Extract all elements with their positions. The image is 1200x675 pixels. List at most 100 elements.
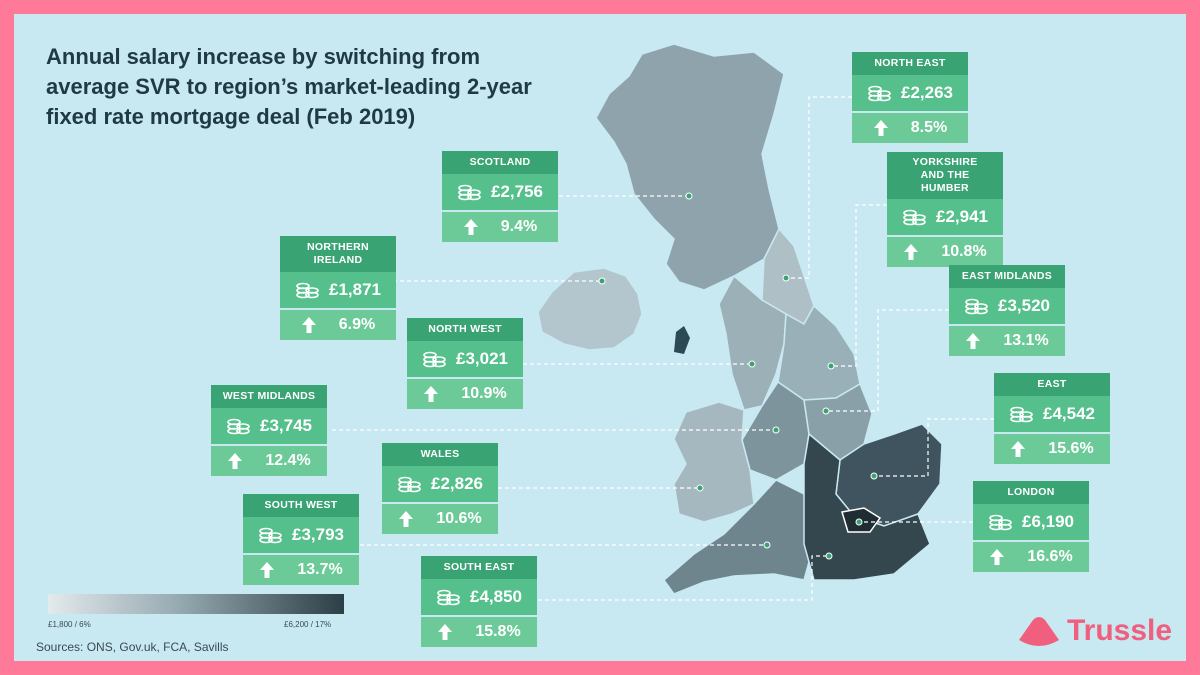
coins-icon xyxy=(296,282,319,299)
percent-value: 15.6% xyxy=(1048,440,1094,457)
region-card-east: EAST £4,542 15.6% xyxy=(994,373,1110,464)
coins-icon xyxy=(437,589,460,606)
region-dots xyxy=(598,192,878,560)
region-card-yorkshire: YORKSHIRE AND THE HUMBER £2,941 10.8% xyxy=(887,152,1003,267)
amount-value: £2,826 xyxy=(431,474,483,493)
coins-icon xyxy=(259,527,282,544)
percent-row: 12.4% xyxy=(211,446,327,476)
amount-row: £2,756 xyxy=(442,174,558,212)
arrow-up-icon xyxy=(301,317,316,333)
region-card-east-midlands: EAST MIDLANDS £3,520 13.1% xyxy=(949,265,1065,356)
dot-london xyxy=(855,518,863,526)
amount-value: £3,793 xyxy=(292,525,344,544)
percent-value: 9.4% xyxy=(500,218,538,235)
connector-east xyxy=(874,418,994,477)
connector-south-east xyxy=(538,555,829,601)
arrow-up-icon xyxy=(463,219,478,235)
connector-yorkshire xyxy=(831,204,887,367)
percent-row: 6.9% xyxy=(280,310,396,340)
percent-row: 15.8% xyxy=(421,617,537,647)
amount-row: £3,793 xyxy=(243,517,359,555)
sources-note: Sources: ONS, Gov.uk, FCA, Savills xyxy=(36,640,229,654)
dot-east-midlands xyxy=(822,407,830,415)
dot-west-midlands xyxy=(772,426,780,434)
legend-min-label: £1,800 / 6% xyxy=(48,620,91,629)
coins-icon xyxy=(965,298,988,315)
dot-wales xyxy=(696,484,704,492)
region-name: EAST MIDLANDS xyxy=(949,265,1065,288)
amount-row: £6,190 xyxy=(973,504,1089,542)
amount-value: £2,941 xyxy=(936,207,988,226)
dot-north-east xyxy=(782,274,790,282)
amount-row: £2,263 xyxy=(852,75,968,113)
arrow-up-icon xyxy=(399,511,414,527)
arrow-up-icon xyxy=(424,386,439,402)
dot-yorkshire xyxy=(827,362,835,370)
connector-lines xyxy=(332,96,994,601)
region-card-north-east: NORTH EAST £2,263 8.5% xyxy=(852,52,968,143)
dot-scotland xyxy=(685,192,693,200)
amount-value: £3,520 xyxy=(998,296,1050,315)
amount-value: £6,190 xyxy=(1022,512,1074,531)
amount-row: £3,520 xyxy=(949,288,1065,326)
brand-name: Trussle xyxy=(1067,614,1173,647)
region-northern-ireland xyxy=(537,267,643,351)
percent-value: 8.5% xyxy=(910,119,948,136)
arrow-up-icon xyxy=(873,120,888,136)
page-title: Annual salary increase by switching from… xyxy=(46,44,532,129)
region-yorkshire xyxy=(777,304,861,401)
arrow-up-icon xyxy=(966,333,981,349)
uk-region-map xyxy=(332,43,994,601)
region-name: NORTH EAST xyxy=(852,52,968,75)
dot-east xyxy=(870,472,878,480)
arrow-up-icon xyxy=(904,244,919,260)
coins-icon xyxy=(903,209,926,226)
amount-value: £2,756 xyxy=(491,182,543,201)
coins-icon xyxy=(868,85,891,102)
region-card-north-west: NORTH WEST £3,021 10.9% xyxy=(407,318,523,409)
region-name: WEST MIDLANDS xyxy=(211,385,327,408)
amount-value: £2,263 xyxy=(901,83,953,102)
percent-value: 6.9% xyxy=(338,316,376,333)
region-card-south-west: SOUTH WEST £3,793 13.7% xyxy=(243,494,359,585)
region-name: SOUTH EAST xyxy=(421,556,537,579)
connector-east-midlands xyxy=(826,309,949,412)
region-name: NORTHERN IRELAND xyxy=(280,236,396,272)
percent-value: 13.1% xyxy=(1003,332,1049,349)
region-name: LONDON xyxy=(973,481,1089,504)
coins-icon xyxy=(227,418,250,435)
amount-value: £4,850 xyxy=(470,587,522,606)
amount-row: £2,826 xyxy=(382,466,498,504)
percent-value: 10.8% xyxy=(941,243,987,260)
isle-of-man xyxy=(674,326,690,354)
legend-gradient-bar xyxy=(48,594,344,614)
region-card-london: LONDON £6,190 16.6% xyxy=(973,481,1089,572)
percent-row: 15.6% xyxy=(994,434,1110,464)
region-name: EAST xyxy=(994,373,1110,396)
arrow-up-icon xyxy=(1011,441,1026,457)
amount-row: £3,745 xyxy=(211,408,327,446)
coins-icon xyxy=(1010,406,1033,423)
percent-row: 13.7% xyxy=(243,555,359,585)
region-name: YORKSHIRE AND THE HUMBER xyxy=(887,152,1003,199)
region-wales xyxy=(673,401,755,523)
region-card-northern-ireland: NORTHERN IRELAND £1,871 6.9% xyxy=(280,236,396,340)
coins-icon xyxy=(458,184,481,201)
dot-south-west xyxy=(763,541,771,549)
arrow-up-icon xyxy=(438,624,453,640)
trussle-logo-icon xyxy=(1019,617,1059,646)
arrow-up-icon xyxy=(228,453,243,469)
region-name: SCOTLAND xyxy=(442,151,558,174)
percent-value: 16.6% xyxy=(1027,548,1073,565)
region-name: NORTH WEST xyxy=(407,318,523,341)
coins-icon xyxy=(989,514,1012,531)
region-south-east xyxy=(803,432,931,581)
amount-row: £4,542 xyxy=(994,396,1110,434)
percent-value: 10.6% xyxy=(436,510,482,527)
dot-northern-ireland xyxy=(598,277,606,285)
percent-row: 13.1% xyxy=(949,326,1065,356)
coins-icon xyxy=(423,351,446,368)
arrow-up-icon xyxy=(990,549,1005,565)
region-card-west-midlands: WEST MIDLANDS £3,745 12.4% xyxy=(211,385,327,476)
amount-row: £1,871 xyxy=(280,272,396,310)
